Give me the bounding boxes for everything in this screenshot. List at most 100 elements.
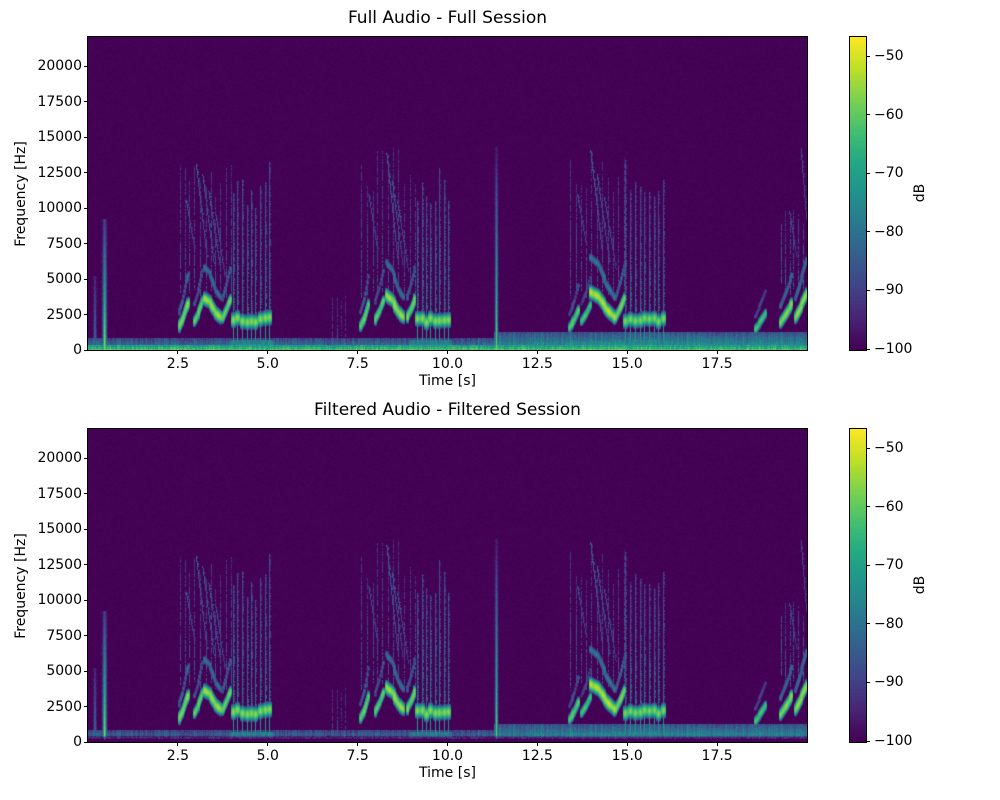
subplot-title-filtered: Filtered Audio - Filtered Session bbox=[314, 400, 581, 420]
x-tick bbox=[626, 742, 628, 746]
x-axis-label-full: Time [s] bbox=[419, 373, 476, 389]
y-tick-label: 5000 bbox=[46, 271, 82, 288]
colorbar-tick-label: −90 bbox=[874, 674, 904, 691]
colorbar-gradient-canvas bbox=[850, 37, 866, 350]
x-tick bbox=[177, 350, 179, 354]
colorbar-tick bbox=[866, 55, 870, 57]
colorbar-full: −50 −60 −70 −80 −90 −100 dB bbox=[849, 36, 928, 356]
x-axis-label-filtered: Time [s] bbox=[419, 765, 476, 781]
x-tick bbox=[357, 350, 359, 354]
x-tick-label: 7.5 bbox=[346, 356, 369, 372]
y-tick-label: 2500 bbox=[46, 306, 82, 323]
x-tick-label: 17.5 bbox=[701, 748, 733, 764]
y-tick-label: 20000 bbox=[37, 450, 82, 467]
x-tick bbox=[447, 350, 448, 354]
y-axis-label-full: Frequency [Hz] bbox=[13, 140, 29, 247]
y-tick-label: 10000 bbox=[37, 592, 82, 609]
colorbar-gradient-box bbox=[849, 36, 867, 351]
colorbar-tick-label: −80 bbox=[874, 615, 904, 632]
colorbar-label-filtered: dB bbox=[912, 575, 928, 594]
y-tick-label: 7500 bbox=[46, 627, 82, 644]
colorbar-tick-label: −60 bbox=[874, 106, 904, 123]
y-tick-label: 12500 bbox=[37, 556, 82, 573]
y-tick-label: 12500 bbox=[37, 164, 82, 181]
x-tick bbox=[716, 350, 718, 354]
colorbar-tick bbox=[866, 681, 870, 683]
y-tick-label: 10000 bbox=[37, 200, 82, 217]
y-tick bbox=[84, 314, 88, 315]
subplot-full-audio: Full Audio - Full Session 2.5 5.0 7.5 10.0 1… bbox=[13, 8, 808, 389]
y-tick bbox=[84, 670, 88, 672]
x-tick bbox=[357, 742, 359, 746]
colorbar-tick-label: −70 bbox=[874, 165, 904, 182]
y-tick-label: 0 bbox=[73, 342, 82, 358]
y-tick bbox=[84, 101, 88, 103]
y-tick bbox=[84, 172, 88, 174]
y-tick bbox=[84, 564, 88, 566]
y-tick-label: 7500 bbox=[46, 235, 82, 252]
y-tick-label: 2500 bbox=[46, 698, 82, 715]
x-tick bbox=[626, 350, 628, 354]
x-tick bbox=[536, 350, 538, 354]
colorbar-tick bbox=[866, 447, 870, 449]
x-tick bbox=[177, 742, 179, 746]
colorbar-tick-label: −50 bbox=[874, 48, 904, 65]
x-tick bbox=[536, 742, 538, 746]
y-tick bbox=[84, 599, 88, 601]
y-tick-label: 15000 bbox=[37, 129, 82, 146]
spectrogram-canvas-full bbox=[88, 37, 807, 350]
x-tick-label: 5.0 bbox=[256, 748, 279, 764]
y-tick-label: 0 bbox=[73, 734, 82, 750]
x-tick bbox=[716, 742, 718, 746]
colorbar-tick bbox=[866, 172, 870, 174]
y-tick bbox=[84, 349, 88, 351]
y-axis-label-filtered: Frequency [Hz] bbox=[13, 532, 29, 639]
colorbar-tick bbox=[866, 506, 870, 508]
y-tick bbox=[84, 136, 88, 138]
colorbar-tick-label: −50 bbox=[874, 440, 904, 457]
colorbar-tick bbox=[866, 564, 870, 566]
x-tick bbox=[447, 742, 448, 746]
y-tick bbox=[84, 493, 88, 495]
spectrogram-canvas-filtered bbox=[88, 429, 807, 742]
y-tick-label: 17500 bbox=[37, 485, 82, 502]
y-tick-label: 20000 bbox=[37, 58, 82, 75]
colorbar-tick-label: −70 bbox=[874, 557, 904, 574]
x-tick-label: 15.0 bbox=[611, 748, 643, 764]
colorbar-tick-label: −60 bbox=[874, 498, 904, 515]
x-tick-label: 10.0 bbox=[431, 748, 464, 764]
colorbar-label-full: dB bbox=[912, 183, 928, 202]
colorbar-gradient-canvas bbox=[850, 429, 866, 742]
subplot-title-full: Full Audio - Full Session bbox=[347, 8, 548, 28]
y-tick bbox=[84, 243, 88, 245]
y-tick bbox=[84, 207, 88, 209]
y-tick-label: 17500 bbox=[37, 93, 82, 110]
x-tick-label: 5.0 bbox=[256, 356, 279, 372]
colorbar-filtered: −50 −60 −70 −80 −90 −100 dB bbox=[849, 428, 928, 748]
y-tick bbox=[84, 635, 88, 637]
y-tick-label: 15000 bbox=[37, 521, 82, 538]
x-tick-label: 15.0 bbox=[611, 356, 643, 372]
y-tick bbox=[84, 706, 88, 707]
y-tick bbox=[84, 65, 88, 67]
x-tick-label: 2.5 bbox=[166, 748, 189, 764]
colorbar-gradient-box bbox=[849, 428, 867, 743]
y-tick bbox=[84, 457, 88, 459]
colorbar-tick-label: −90 bbox=[874, 282, 904, 299]
subplot-filtered-audio: Filtered Audio - Filtered Session 2.5 5.0… bbox=[13, 400, 808, 781]
x-tick-label: 7.5 bbox=[346, 748, 369, 764]
colorbar-tick bbox=[866, 289, 870, 291]
y-tick bbox=[84, 528, 88, 530]
colorbar-tick bbox=[866, 114, 870, 116]
colorbar-tick bbox=[866, 740, 870, 742]
x-tick bbox=[267, 742, 269, 746]
x-tick-label: 2.5 bbox=[166, 356, 189, 372]
y-tick bbox=[84, 278, 88, 280]
x-tick-label: 17.5 bbox=[701, 356, 733, 372]
colorbar-tick bbox=[866, 231, 870, 233]
y-tick bbox=[84, 741, 88, 743]
x-tick-label: 12.5 bbox=[521, 748, 553, 764]
x-tick-label: 10.0 bbox=[431, 356, 464, 372]
colorbar-tick-label: −80 bbox=[874, 223, 904, 240]
